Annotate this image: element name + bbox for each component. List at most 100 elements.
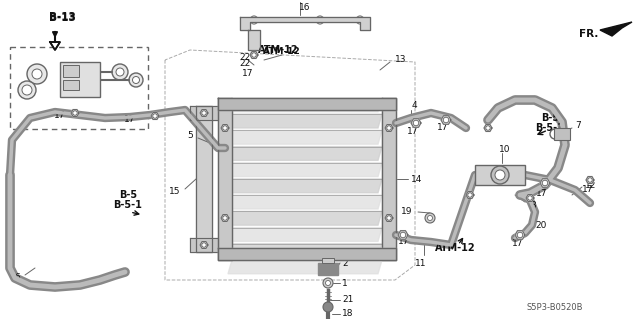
Polygon shape: [228, 130, 382, 144]
Polygon shape: [600, 22, 632, 36]
Text: 17: 17: [243, 69, 253, 78]
Polygon shape: [228, 179, 382, 193]
Bar: [63, 65, 79, 77]
Circle shape: [32, 69, 42, 79]
Text: 16: 16: [300, 4, 311, 12]
Polygon shape: [228, 147, 382, 160]
Circle shape: [387, 216, 391, 220]
Text: 17: 17: [54, 110, 66, 120]
Circle shape: [223, 126, 227, 130]
Text: 17: 17: [407, 127, 419, 136]
Polygon shape: [200, 241, 208, 249]
Polygon shape: [71, 109, 79, 116]
Polygon shape: [196, 106, 212, 252]
Polygon shape: [228, 163, 382, 177]
Polygon shape: [484, 124, 492, 131]
Text: 15: 15: [168, 187, 180, 196]
Circle shape: [468, 193, 472, 197]
Text: B-5: B-5: [119, 190, 137, 200]
Text: B-5: B-5: [541, 113, 559, 123]
Circle shape: [316, 16, 324, 24]
Circle shape: [542, 180, 548, 186]
Circle shape: [18, 81, 36, 99]
Polygon shape: [228, 260, 382, 274]
Polygon shape: [200, 109, 208, 116]
Text: ATM-12: ATM-12: [258, 45, 298, 55]
Text: 19: 19: [401, 207, 412, 217]
Circle shape: [387, 126, 391, 130]
Circle shape: [495, 170, 505, 180]
Circle shape: [326, 280, 330, 286]
Text: 14: 14: [411, 174, 422, 183]
Text: S5P3-B0520B: S5P3-B0520B: [527, 303, 583, 313]
Text: 21: 21: [342, 295, 353, 305]
Text: 1: 1: [342, 278, 348, 287]
Polygon shape: [218, 98, 232, 260]
Bar: [60, 62, 100, 97]
Circle shape: [153, 114, 157, 118]
Circle shape: [323, 278, 333, 288]
Polygon shape: [221, 124, 229, 131]
Text: FR.: FR.: [579, 29, 598, 39]
Circle shape: [252, 53, 256, 57]
Text: 6: 6: [14, 273, 20, 283]
Circle shape: [27, 64, 47, 84]
Polygon shape: [526, 195, 534, 202]
Polygon shape: [250, 52, 258, 58]
Text: 5: 5: [188, 131, 193, 140]
Circle shape: [356, 16, 364, 24]
Polygon shape: [228, 114, 382, 128]
Circle shape: [202, 243, 206, 247]
Polygon shape: [466, 191, 474, 198]
Text: 17: 17: [437, 123, 449, 132]
Circle shape: [250, 16, 258, 24]
Text: 17: 17: [512, 239, 524, 248]
Circle shape: [486, 126, 490, 130]
Circle shape: [428, 216, 433, 220]
Text: 4: 4: [411, 101, 417, 110]
Polygon shape: [240, 17, 370, 30]
Text: 3: 3: [530, 201, 536, 210]
Text: 20: 20: [535, 221, 547, 231]
Circle shape: [223, 216, 227, 220]
Circle shape: [528, 196, 532, 200]
Polygon shape: [218, 98, 396, 110]
Circle shape: [444, 117, 449, 123]
Circle shape: [129, 73, 143, 87]
Text: 10: 10: [499, 145, 511, 153]
Polygon shape: [190, 238, 218, 252]
Text: 17: 17: [124, 115, 136, 124]
Text: 22: 22: [239, 58, 251, 68]
Polygon shape: [411, 119, 421, 127]
Text: ATM-12: ATM-12: [263, 48, 301, 56]
Polygon shape: [50, 42, 60, 50]
Text: 2: 2: [342, 258, 348, 268]
Bar: [63, 80, 79, 90]
Circle shape: [588, 178, 592, 182]
Polygon shape: [382, 98, 396, 260]
Text: 22: 22: [239, 53, 251, 62]
Polygon shape: [248, 30, 260, 50]
Circle shape: [116, 68, 124, 76]
Polygon shape: [228, 98, 382, 112]
Polygon shape: [151, 113, 159, 119]
Text: B-5-1: B-5-1: [113, 200, 143, 210]
Circle shape: [112, 64, 128, 80]
Circle shape: [323, 302, 333, 312]
Circle shape: [22, 85, 32, 95]
Circle shape: [202, 111, 206, 115]
Polygon shape: [586, 176, 594, 183]
Polygon shape: [228, 195, 382, 209]
Polygon shape: [221, 215, 229, 221]
Polygon shape: [475, 165, 525, 185]
Text: 17: 17: [582, 186, 594, 195]
Polygon shape: [228, 227, 382, 241]
Text: 11: 11: [415, 258, 427, 268]
Text: B-5-1: B-5-1: [536, 123, 564, 133]
Polygon shape: [515, 231, 525, 239]
Text: 17: 17: [398, 236, 410, 246]
Polygon shape: [398, 231, 408, 239]
Circle shape: [73, 111, 77, 115]
Text: B-13: B-13: [49, 12, 76, 22]
Text: 7: 7: [575, 122, 580, 130]
